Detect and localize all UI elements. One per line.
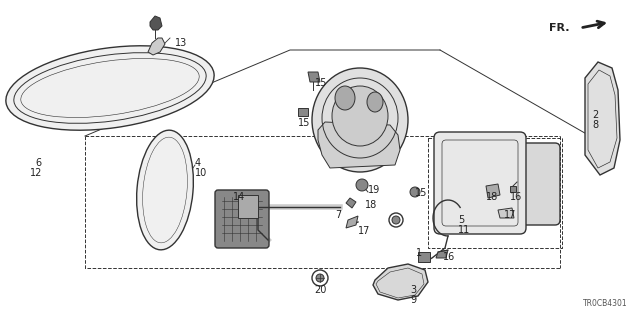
Text: 13: 13 — [175, 38, 188, 48]
Ellipse shape — [367, 92, 383, 112]
Ellipse shape — [136, 130, 193, 250]
Text: 6: 6 — [36, 158, 42, 168]
Text: 18: 18 — [365, 200, 377, 210]
Text: 15: 15 — [415, 188, 428, 198]
Polygon shape — [238, 195, 258, 218]
Text: 2: 2 — [592, 110, 598, 120]
Polygon shape — [148, 38, 165, 55]
Polygon shape — [373, 264, 428, 300]
Polygon shape — [346, 216, 358, 228]
Polygon shape — [418, 252, 430, 262]
Text: 1: 1 — [416, 248, 422, 258]
Text: 11: 11 — [458, 225, 470, 235]
Text: 10: 10 — [195, 168, 207, 178]
Text: 8: 8 — [592, 120, 598, 130]
Ellipse shape — [316, 274, 324, 282]
Polygon shape — [150, 16, 162, 30]
Text: 20: 20 — [314, 285, 326, 295]
Text: 14: 14 — [233, 192, 245, 202]
FancyBboxPatch shape — [434, 132, 526, 234]
Text: 19: 19 — [368, 185, 380, 195]
Text: FR.: FR. — [550, 23, 570, 33]
Text: 16: 16 — [443, 252, 455, 262]
Ellipse shape — [332, 86, 388, 146]
Polygon shape — [510, 186, 516, 192]
Ellipse shape — [335, 86, 355, 110]
Text: 15: 15 — [298, 118, 310, 128]
Text: 12: 12 — [29, 168, 42, 178]
FancyBboxPatch shape — [495, 143, 560, 225]
Text: 17: 17 — [504, 210, 516, 220]
Ellipse shape — [410, 187, 420, 197]
Polygon shape — [308, 72, 320, 82]
Ellipse shape — [312, 68, 408, 172]
Ellipse shape — [392, 216, 400, 224]
Text: TR0CB4301: TR0CB4301 — [584, 299, 628, 308]
Polygon shape — [585, 62, 620, 175]
Text: 15: 15 — [315, 78, 328, 88]
Text: 5: 5 — [458, 215, 464, 225]
Text: 16: 16 — [510, 192, 522, 202]
FancyBboxPatch shape — [215, 190, 269, 248]
Polygon shape — [318, 122, 400, 168]
Text: 17: 17 — [358, 226, 371, 236]
Polygon shape — [298, 108, 308, 116]
Text: 18: 18 — [486, 192, 499, 202]
Polygon shape — [498, 208, 514, 218]
Text: 9: 9 — [410, 295, 416, 305]
Text: 7: 7 — [335, 210, 341, 220]
Polygon shape — [486, 184, 500, 198]
Ellipse shape — [6, 46, 214, 130]
Text: 4: 4 — [195, 158, 201, 168]
Polygon shape — [436, 250, 448, 258]
Polygon shape — [346, 198, 356, 208]
Ellipse shape — [356, 179, 368, 191]
Text: 3: 3 — [410, 285, 416, 295]
